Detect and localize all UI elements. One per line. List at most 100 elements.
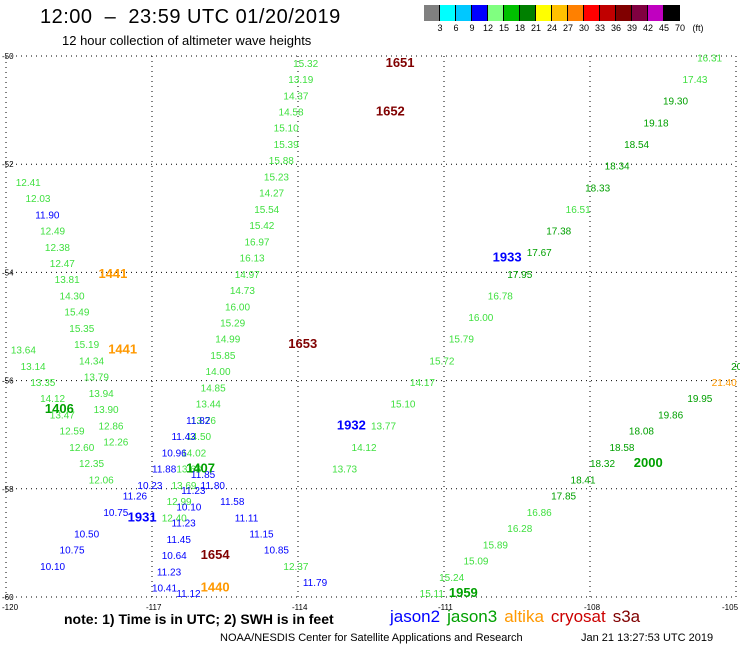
wave-height-value: 16.97: [244, 237, 269, 248]
wave-height-value: 13.77: [371, 421, 396, 432]
wave-height-value: 18.32: [590, 459, 615, 470]
wave-height-value: 15.79: [449, 335, 474, 346]
chart-subtitle: 12 hour collection of altimeter wave hei…: [62, 33, 312, 48]
track-time-label: 1407: [186, 461, 215, 476]
wave-height-value: 14.58: [279, 108, 304, 119]
color-scale-label: 70: [674, 23, 686, 33]
wave-height-value: 18.34: [605, 162, 630, 173]
wave-height-value: 16.28: [507, 524, 532, 535]
wave-height-value: 15.42: [249, 221, 274, 232]
color-scale-swatch: [488, 5, 504, 21]
lat-tick-label: -50: [2, 52, 14, 61]
wave-height-value: 17.67: [527, 248, 552, 259]
wave-height-value: 11.23: [181, 486, 206, 497]
units-note: note: 1) Time is in UTC; 2) SWH is in fe…: [64, 611, 334, 627]
wave-height-value: 11.88: [152, 465, 177, 476]
color-scale-label: 36: [610, 23, 622, 33]
track-time-label: 1440: [201, 580, 230, 595]
wave-height-value: 12.37: [283, 562, 308, 573]
wave-height-value: 12.03: [25, 194, 50, 205]
legend-item-cryosat: cryosat: [550, 607, 606, 626]
wave-height-value: 11.82: [186, 416, 211, 427]
wave-height-value: 17.85: [551, 492, 576, 503]
track-time-label: 1441: [98, 266, 127, 281]
wave-height-value: 14.02: [181, 448, 206, 459]
wave-height-value: 13.47: [50, 410, 75, 421]
lon-tick-label: -117: [146, 603, 162, 612]
color-scale-swatch: [568, 5, 584, 21]
wave-height-value: 19.95: [687, 394, 712, 405]
wave-height-value: 18.08: [629, 427, 654, 438]
wave-height-value: 16.78: [488, 291, 513, 302]
color-scale-label: 45: [658, 23, 670, 33]
lat-tick-label: -60: [2, 593, 14, 602]
wave-height-value: 17.38: [546, 227, 571, 238]
lon-tick-label: -105: [722, 603, 739, 612]
legend-item-s3a: s3a: [612, 607, 641, 626]
wave-height-value: 11.90: [35, 210, 60, 221]
wave-height-value: 16.00: [468, 313, 493, 324]
wave-height-value: 14.34: [79, 356, 104, 367]
lat-tick-label: -56: [2, 377, 14, 386]
wave-height-value: 16.00: [225, 302, 250, 313]
wave-height-value: 10.75: [60, 546, 85, 557]
wave-height-value: 18.33: [585, 183, 610, 194]
lon-tick-label: -111: [438, 603, 453, 612]
wave-height-value: 12.60: [69, 443, 94, 454]
satellite-legend: jason2 jason3 altika cryosat s3a: [390, 607, 647, 627]
map-frame: [5, 55, 737, 598]
color-scale-swatch: [632, 5, 648, 21]
color-scale-swatch: [648, 5, 664, 21]
color-scale-swatch: [552, 5, 568, 21]
color-scale-label: 6: [453, 23, 459, 33]
wave-height-value: 12.38: [45, 243, 70, 254]
wave-height-value: 15.10: [274, 124, 299, 135]
color-scale-labels: 3 6 9 12 15 18 21 24 27 30 33 36 39 42 45 70 (ft): [424, 23, 740, 35]
track-labels-layer: 1651 1652 1653 1654 1933 1932 1931 1441 1441 1406…: [45, 55, 663, 600]
color-scale-swatch: [616, 5, 632, 21]
track-time-label: 2000: [634, 455, 663, 470]
wave-height-value: 14.30: [60, 291, 85, 302]
wave-height-value: 16.51: [566, 205, 591, 216]
wave-height-value: 14.97: [235, 270, 260, 281]
color-scale-label: 9: [469, 23, 475, 33]
color-scale-bar: [424, 5, 680, 21]
wave-height-value: 14.50: [186, 432, 211, 443]
wave-height-value: 16.86: [527, 508, 552, 519]
wave-height-value: 11.58: [220, 497, 245, 508]
wave-height-value: 11.26: [123, 492, 148, 503]
wave-height-value: 10.64: [162, 551, 187, 562]
wave-height-value: 15.54: [254, 205, 279, 216]
wave-height-value: 11.43: [171, 432, 196, 443]
color-scale-label: 12: [482, 23, 494, 33]
track-time-label: 1441: [108, 342, 137, 357]
wave-height-value: 19.18: [644, 118, 669, 129]
track-time-label: 1931: [128, 509, 157, 524]
track-time-label: 1406: [45, 401, 74, 416]
wave-height-value: 19.30: [663, 97, 688, 108]
track-time-label: 1652: [376, 104, 405, 119]
wave-height-value: 14.00: [206, 367, 231, 378]
color-scale-label: 3: [437, 23, 443, 33]
wave-height-value: 12.99: [167, 497, 192, 508]
wave-height-value: 18.41: [571, 475, 596, 486]
wave-height-value: 14.17: [410, 378, 435, 389]
wave-height-value: 14.73: [230, 286, 255, 297]
lon-tick-label: -120: [2, 603, 19, 612]
lat-tick-label: -58: [2, 485, 14, 494]
lon-tick-label: -114: [292, 603, 308, 612]
wave-height-value: 12.47: [50, 259, 75, 270]
color-scale-swatch: [440, 5, 456, 21]
wave-height-value: 21.40: [712, 378, 737, 389]
wave-height-value: 11.45: [167, 535, 192, 546]
color-scale-label: 24: [546, 23, 558, 33]
color-scale-swatch: [456, 5, 472, 21]
color-scale-label: 27: [562, 23, 574, 33]
legend-item-jason2: jason2: [390, 607, 441, 626]
color-scale-label: 30: [578, 23, 590, 33]
wave-height-value: 12.06: [89, 475, 114, 486]
wave-height-value: 15.19: [74, 340, 99, 351]
wave-height-value: 14.12: [40, 394, 65, 405]
observations-layer: 15.32 13.19 14.37 14.58 15.10 15.39 15.88 15.23…: [11, 53, 740, 600]
wave-height-value: 10.50: [74, 529, 99, 540]
